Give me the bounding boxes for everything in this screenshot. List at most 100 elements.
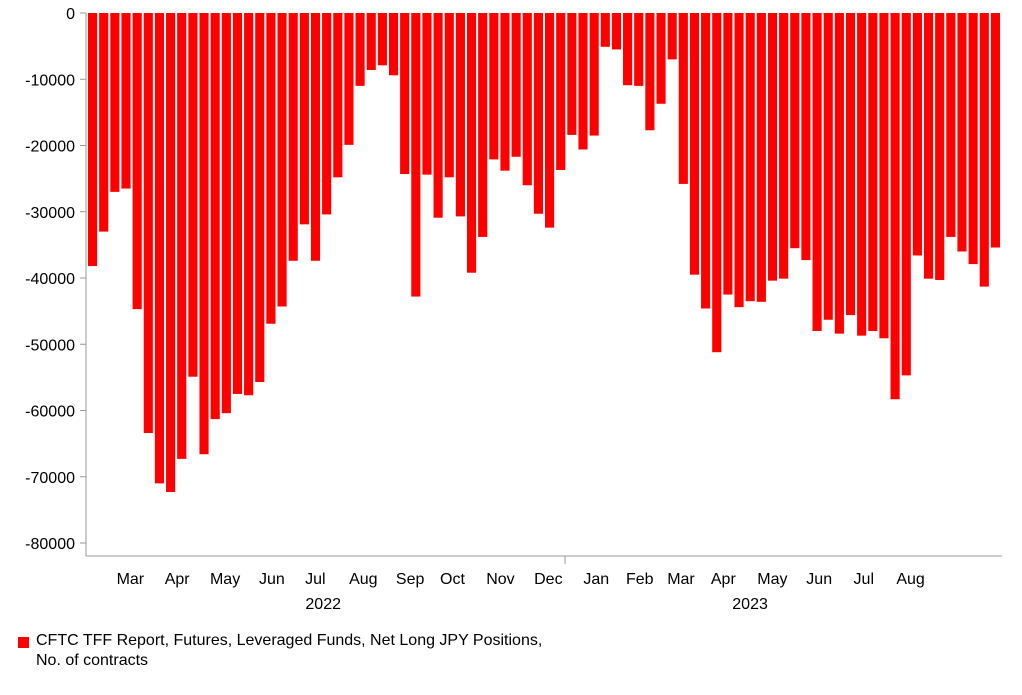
bar: [723, 13, 733, 295]
bar: [712, 13, 722, 353]
bar: [767, 13, 778, 281]
legend: CFTC TFF Report, Futures, Leveraged Fund…: [18, 631, 556, 671]
x-tick-label: Jun: [806, 571, 832, 588]
y-tick-label: -60000: [25, 404, 75, 421]
bar: [645, 13, 655, 131]
bar: [266, 13, 276, 324]
year-label: 2022: [305, 596, 341, 613]
y-tick-label: -10000: [25, 72, 75, 89]
bar: [556, 13, 566, 171]
bar: [143, 13, 153, 434]
bar: [545, 13, 555, 228]
bar: [990, 13, 1000, 248]
bar: [177, 13, 187, 459]
bar: [734, 13, 744, 308]
bar: [957, 13, 967, 252]
year-label: 2023: [732, 596, 768, 613]
bar: [801, 13, 811, 261]
bar: [623, 13, 633, 86]
x-tick-label: Mar: [117, 571, 145, 588]
bar: [210, 13, 220, 420]
bar: [188, 13, 198, 377]
bar: [400, 13, 410, 174]
bar: [366, 13, 376, 70]
bar: [533, 13, 543, 214]
bar: [411, 13, 421, 297]
axis-labels: 0 -10000 -20000 -30000 -40000 -50000 -60000 -70…: [25, 6, 925, 613]
y-tick-label: 0: [66, 6, 75, 23]
bar: [946, 13, 956, 237]
bar: [444, 13, 454, 178]
bar: [578, 13, 588, 150]
bar: [422, 13, 432, 175]
bar: [99, 13, 109, 232]
bar: [244, 13, 254, 396]
bar: [255, 13, 265, 383]
bar: [790, 13, 800, 249]
x-tick-label: Sep: [396, 571, 425, 588]
x-tick-label: Jul: [854, 571, 874, 588]
bar: [678, 13, 688, 184]
x-tick-label: Feb: [626, 571, 654, 588]
bar: [923, 13, 934, 279]
bar: [154, 13, 165, 484]
bar: [634, 13, 644, 86]
bar: [88, 13, 98, 267]
y-tick-label: -80000: [25, 536, 75, 553]
bar: [701, 13, 711, 309]
bar: [455, 13, 465, 217]
x-tick-label: Oct: [440, 571, 465, 588]
axes: [80, 12, 1002, 564]
bar: [522, 13, 532, 186]
bar: [779, 13, 789, 279]
legend-label: CFTC TFF Report, Futures, Leveraged Fund…: [36, 632, 543, 669]
y-tick-label: -20000: [25, 139, 75, 156]
bar: [611, 13, 622, 50]
bar: [935, 13, 945, 280]
y-tick-label: -70000: [25, 470, 75, 487]
bar: [333, 13, 343, 178]
x-tick-label: Aug: [896, 571, 924, 588]
bar: [600, 13, 610, 47]
bar: [166, 13, 176, 492]
bar: [489, 13, 499, 160]
bar: [433, 13, 443, 218]
x-tick-label: Dec: [534, 571, 562, 588]
bar: [834, 13, 844, 334]
bar: [121, 13, 131, 189]
bar: [132, 13, 142, 310]
x-tick-label: Nov: [486, 571, 514, 588]
bar: [979, 13, 989, 287]
bar: [890, 13, 900, 400]
bar: [110, 13, 120, 192]
x-tick-label: Jan: [583, 571, 609, 588]
bar: [500, 13, 510, 171]
bar: [377, 13, 387, 66]
bar: [310, 13, 321, 261]
x-tick-label: May: [210, 571, 240, 588]
y-tick-label: -30000: [25, 205, 75, 222]
bar: [232, 13, 243, 394]
bar: [656, 13, 666, 104]
bar: [277, 13, 287, 307]
bar: [478, 13, 488, 237]
bar: [901, 13, 911, 376]
bar: [567, 13, 577, 135]
bar: [344, 13, 354, 145]
bar: [745, 13, 755, 302]
bar: [221, 13, 231, 414]
bar: [388, 13, 399, 76]
bar: [823, 13, 833, 320]
bar: [845, 13, 856, 316]
bar: [511, 13, 521, 157]
bar: [912, 13, 922, 256]
bar: [288, 13, 298, 261]
x-tick-label: Jul: [305, 571, 325, 588]
y-tick-label: -50000: [25, 337, 75, 354]
bar: [667, 13, 677, 60]
bar: [299, 13, 309, 225]
bar: [322, 13, 332, 215]
x-tick-label: Aug: [349, 571, 377, 588]
bar: [756, 13, 766, 302]
x-tick-label: Mar: [667, 571, 695, 588]
